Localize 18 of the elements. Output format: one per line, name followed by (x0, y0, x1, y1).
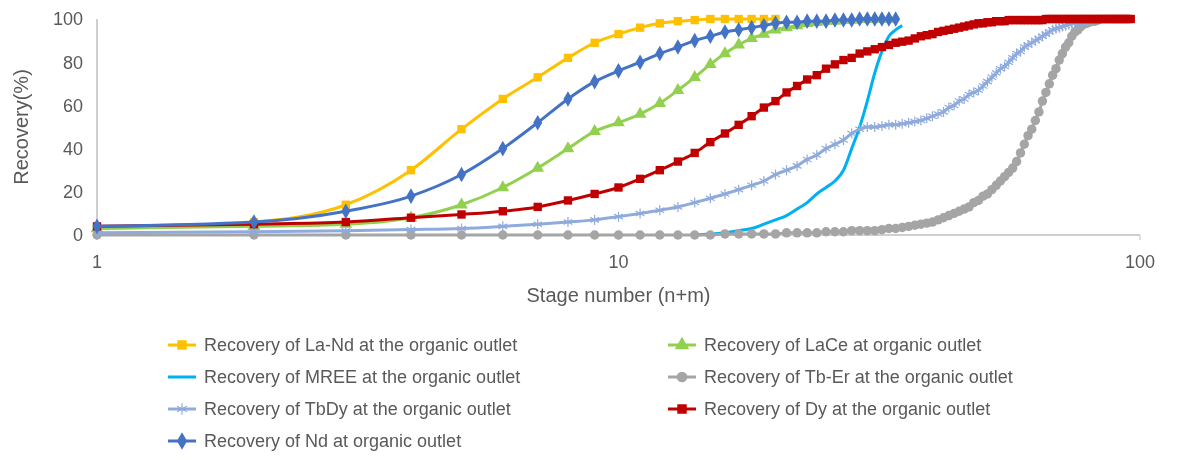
x-axis-title: Stage number (n+m) (526, 284, 711, 306)
legend-label: Recovery of LaCe at organic outlet (704, 335, 982, 356)
y-tick-label: 80 (62, 52, 83, 73)
y-axis-title: Recovery(%) (10, 69, 32, 185)
legend-label: Recovery of Nd at organic outlet (204, 431, 462, 452)
y-tick-label: 100 (52, 9, 83, 30)
y-tick-label: 60 (62, 95, 83, 116)
x-tick-label: 10 (608, 252, 629, 272)
y-tick-label: 20 (62, 182, 83, 203)
legend-label: Recovery of MREE at the organic outlet (204, 367, 521, 388)
x-tick-label: 1 (91, 252, 103, 272)
x-tick-label: 100 (1124, 252, 1156, 272)
legend-label: Recovery of Dy at the organic outlet (704, 399, 991, 420)
legend-label: Recovery of TbDy at the organic outlet (204, 399, 511, 420)
legend-label: Recovery of Tb-Er at the organic outlet (704, 367, 1013, 388)
y-tick-label: 0 (72, 225, 83, 246)
y-tick-label: 40 (62, 138, 83, 159)
legend-label: Recovery of La-Nd at the organic outlet (204, 335, 518, 356)
